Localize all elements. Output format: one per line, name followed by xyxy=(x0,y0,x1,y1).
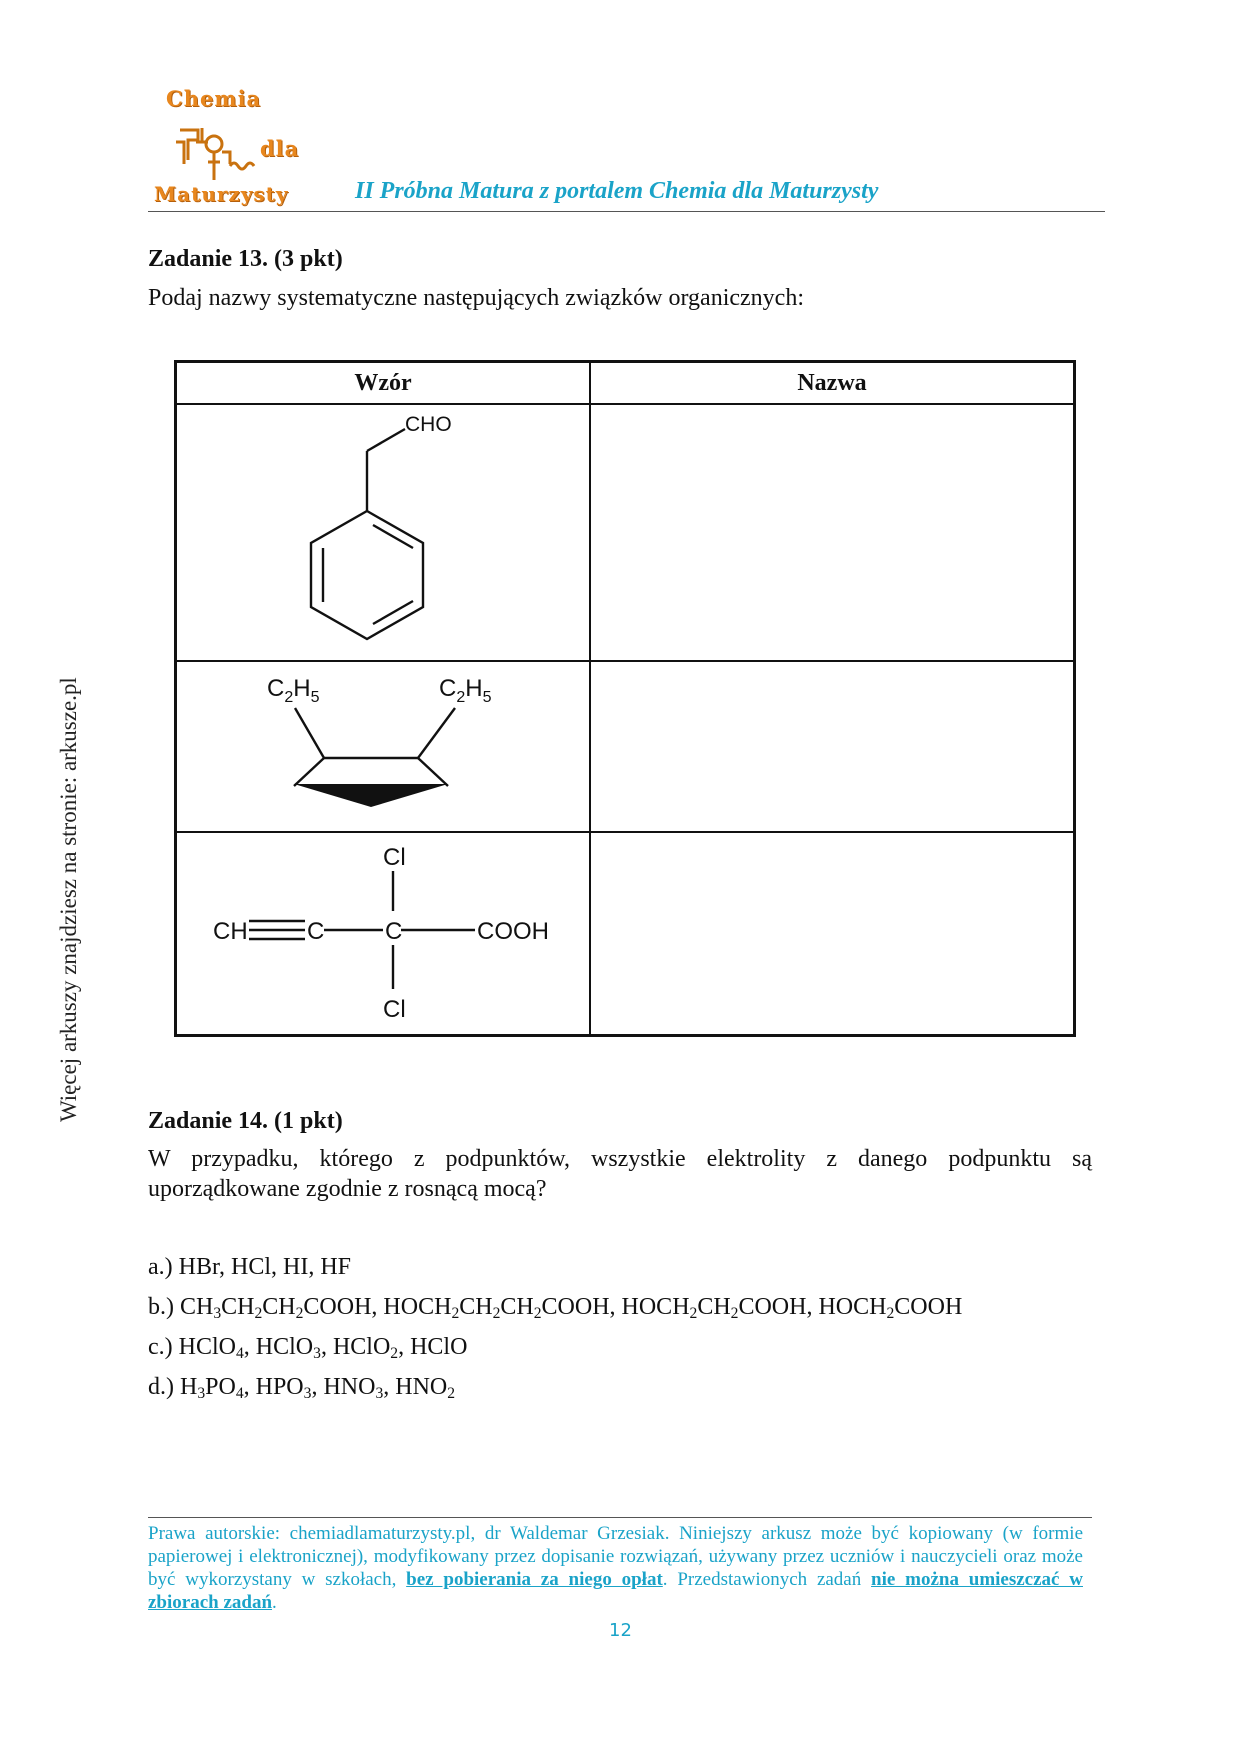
table-header-formula: Wzór xyxy=(174,360,591,405)
task13-title: Zadanie 13. (3 pkt) xyxy=(148,246,343,272)
name-cell-1[interactable] xyxy=(589,403,1076,662)
logo-text-maturzysty: Maturzysty xyxy=(154,182,289,206)
option-b: b.) CH3CH2CH2COOH, HOCH2CH2CH2COOH, HOCH… xyxy=(148,1294,963,1322)
flask-icon xyxy=(176,128,256,180)
cooh-label: COOH xyxy=(477,918,549,945)
ethyl-right-label: C2H5 xyxy=(439,675,492,706)
formula-cell-3: Cl Cl CH C C COOH xyxy=(174,831,591,1037)
diethylcyclopentane-structure: C2H5 C2H5 xyxy=(267,675,492,807)
cho-label: CHO xyxy=(405,413,452,436)
cl-top-label: Cl xyxy=(383,844,406,871)
option-d: d.) H3PO4, HPO3, HNO3, HNO2 xyxy=(148,1374,456,1402)
footer-bold-2: nie można umieszczać w zbiorach zadań xyxy=(148,1569,1083,1613)
phenylacetaldehyde-structure: CHO xyxy=(309,413,452,641)
name-cell-3[interactable] xyxy=(589,831,1076,1037)
logo: Chemia dla Maturzysty xyxy=(150,86,350,208)
name-cell-2[interactable] xyxy=(589,660,1076,833)
table-header-name: Nazwa xyxy=(589,360,1076,405)
ch-label: CH xyxy=(213,918,248,945)
task13-table: Wzór Nazwa CHO C2H5 C2H5 xyxy=(174,360,1076,1037)
formula-cell-2: C2H5 C2H5 xyxy=(174,660,591,833)
page-number: 12 xyxy=(609,1620,632,1641)
footer-divider xyxy=(148,1517,1092,1518)
logo-text-chemia: Chemia xyxy=(166,86,262,111)
header-title: II Próbna Matura z portalem Chemia dla M… xyxy=(355,178,879,204)
formula-cell-1: CHO xyxy=(174,403,591,662)
task14-title: Zadanie 14. (1 pkt) xyxy=(148,1108,343,1134)
option-a: a.) HBr, HCl, HI, HF xyxy=(148,1254,352,1280)
dichlorobutynoic-acid-structure: Cl Cl CH C C COOH xyxy=(213,844,549,1023)
task13-text: Podaj nazwy systematyczne następujących … xyxy=(148,285,804,311)
header-divider xyxy=(148,211,1105,212)
task14-text-line1: W przypadku, którego z podpunktów, wszys… xyxy=(148,1146,1092,1172)
task14-text-line2: uporządkowane zgodnie z rosnącą mocą? xyxy=(148,1176,547,1202)
side-watermark-text: Więcej arkuszy znajdziesz na stronie: ar… xyxy=(56,677,81,1122)
logo-text-dla: dla xyxy=(260,136,300,161)
ethyl-left-label: C2H5 xyxy=(267,675,320,706)
c1-label: C xyxy=(307,918,324,945)
cl-bottom-label: Cl xyxy=(383,996,406,1023)
option-c: c.) HClO4, HClO3, HClO2, HClO xyxy=(148,1334,468,1362)
copyright-footer: Prawa autorskie: chemiadlamaturzysty.pl,… xyxy=(148,1523,1083,1613)
footer-bold-1: bez pobierania za niego opłat xyxy=(406,1569,663,1590)
c2-label: C xyxy=(385,918,402,945)
